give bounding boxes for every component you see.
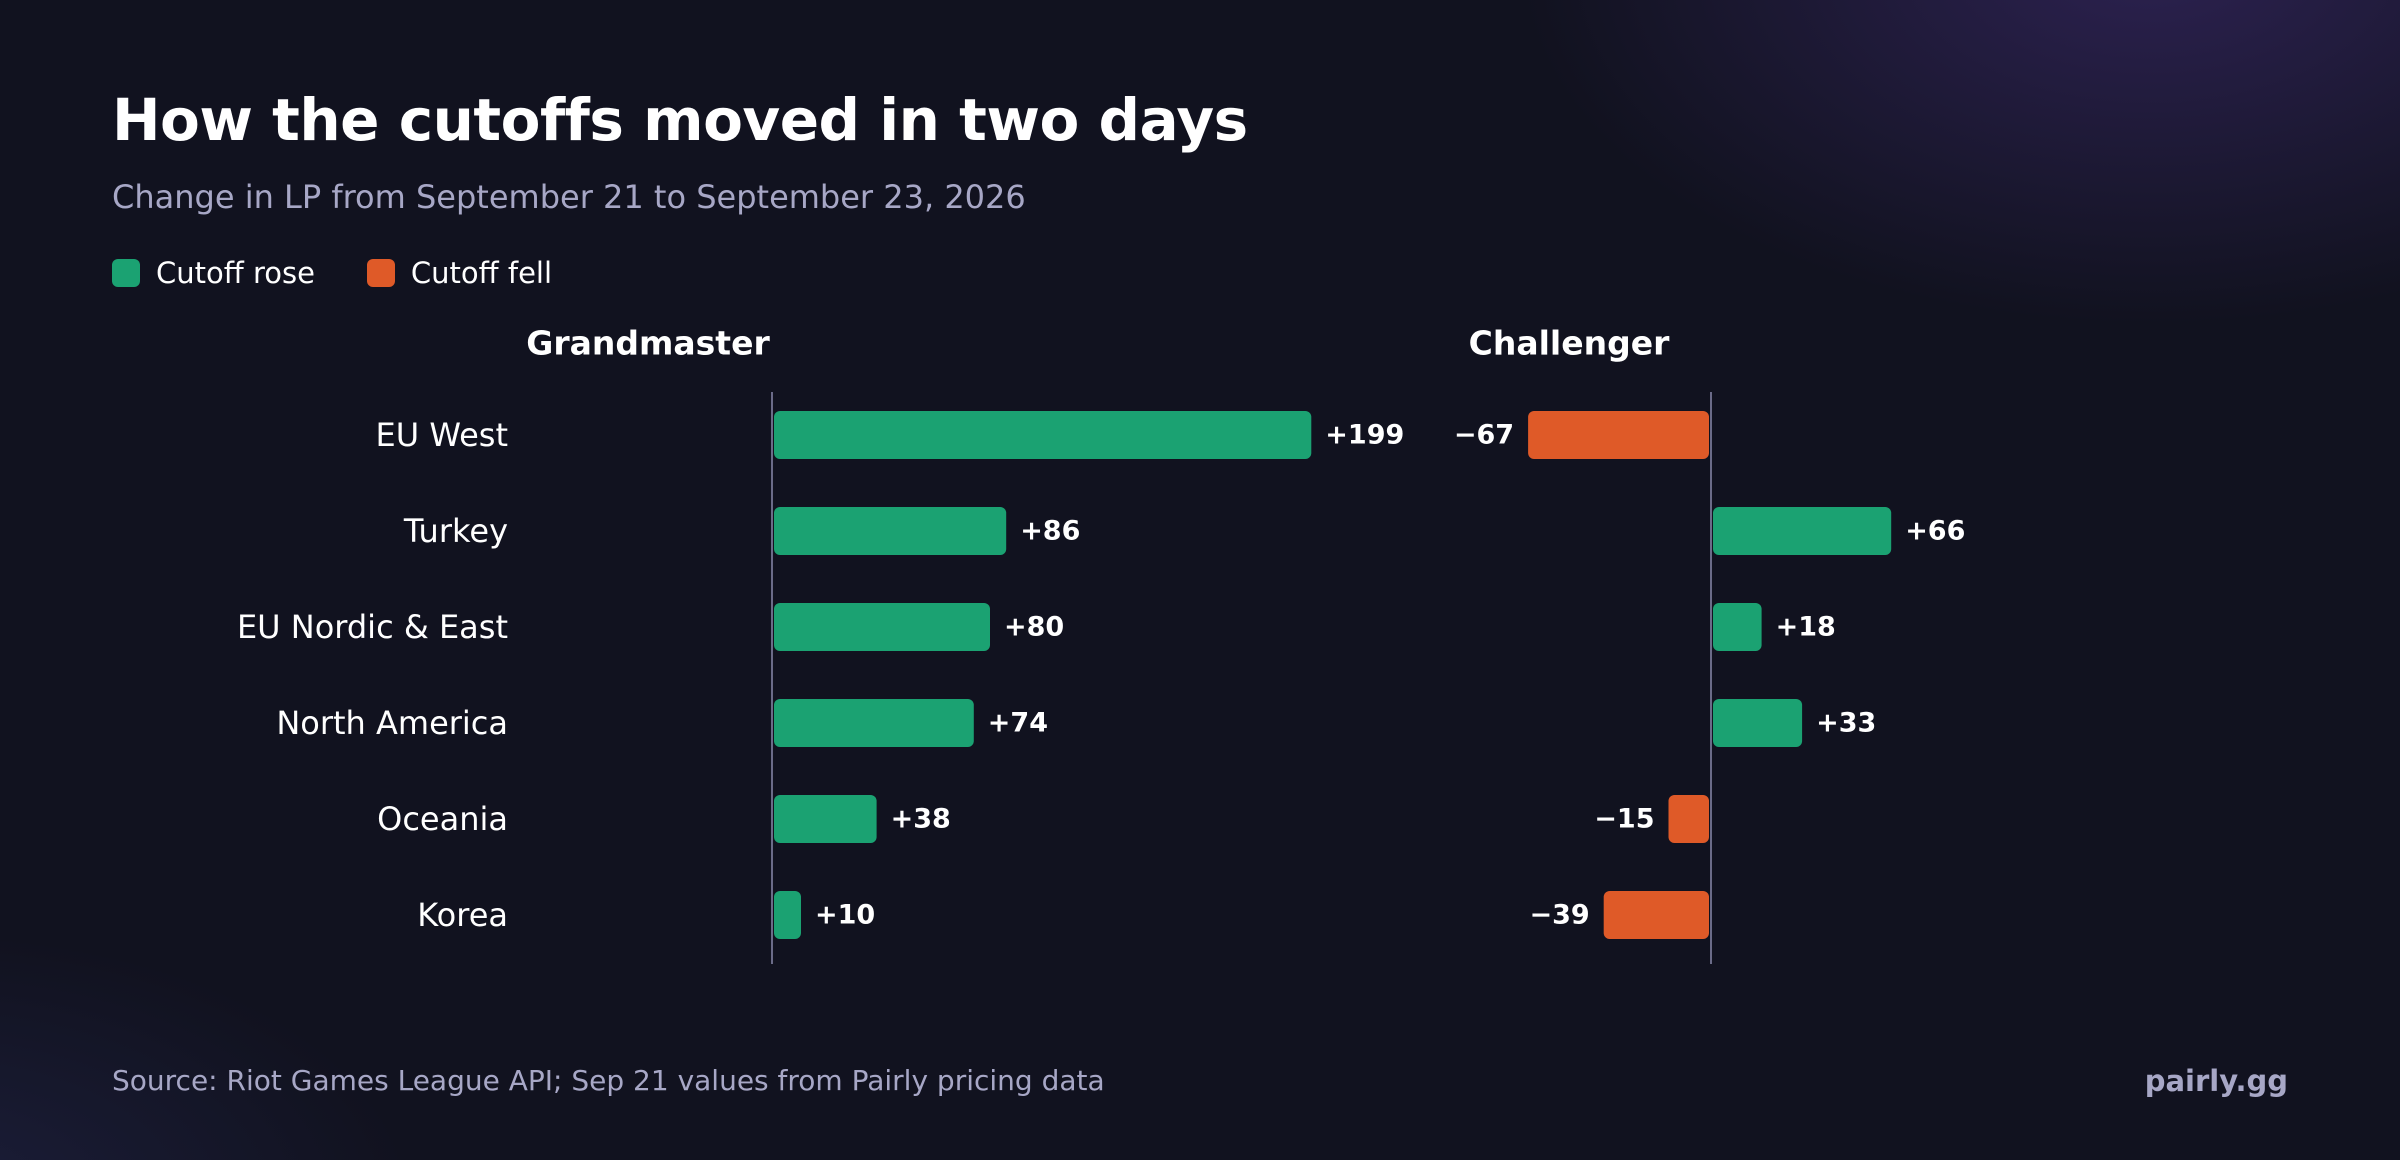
bar-challenger-oceania: [1668, 795, 1709, 843]
legend-item-rose: Cutoff rose: [112, 256, 315, 290]
bar-challenger-korea: [1603, 891, 1709, 939]
chart-subtitle: Change in LP from September 21 to Septem…: [112, 178, 1026, 216]
data-label-grandmaster-eu-nordic-east: +80: [1004, 612, 1064, 643]
data-label-challenger-turkey: +66: [1905, 516, 1965, 547]
bar-challenger-eu-nordic-east: [1713, 603, 1762, 651]
bar-grandmaster-korea: [774, 891, 801, 939]
bar-grandmaster-turkey: [774, 507, 1007, 555]
bar-grandmaster-eu-nordic-east: [774, 603, 990, 651]
bar-grandmaster-oceania: [774, 795, 877, 843]
legend-swatch-rose: [112, 259, 140, 287]
legend-label-fell: Cutoff fell: [410, 256, 553, 290]
data-label-grandmaster-turkey: +86: [1020, 516, 1080, 547]
data-label-grandmaster-oceania: +38: [891, 804, 951, 835]
bar-challenger-north-america: [1713, 699, 1803, 747]
data-label-challenger-oceania: −15: [1594, 804, 1654, 835]
data-label-challenger-korea: −39: [1529, 900, 1589, 931]
data-label-grandmaster-korea: +10: [815, 900, 875, 931]
legend-swatch-fell: [366, 259, 395, 287]
bar-challenger-turkey: [1713, 507, 1892, 555]
category-label-eu-nordic-east: EU Nordic & East: [237, 608, 508, 646]
panel-title-grandmaster: Grandmaster: [526, 324, 770, 363]
category-label-turkey: Turkey: [403, 512, 508, 550]
category-label-oceania: Oceania: [377, 800, 508, 838]
data-label-challenger-eu-west: −67: [1454, 420, 1514, 451]
data-label-grandmaster-eu-west: +199: [1325, 420, 1404, 451]
legend: Cutoff rose Cutoff fell: [112, 256, 552, 290]
bar-grandmaster-north-america: [774, 699, 974, 747]
data-label-grandmaster-north-america: +74: [988, 708, 1048, 739]
data-label-challenger-eu-nordic-east: +18: [1776, 612, 1836, 643]
source-note: Source: Riot Games League API; Sep 21 va…: [112, 1064, 1105, 1097]
category-label-korea: Korea: [417, 896, 508, 934]
category-label-north-america: North America: [276, 704, 508, 742]
bar-challenger-eu-west: [1528, 411, 1709, 459]
chart-title: How the cutoffs moved in two days: [112, 86, 1248, 154]
brand-logo: pairly.gg: [2144, 1064, 2288, 1098]
data-label-challenger-north-america: +33: [1816, 708, 1876, 739]
legend-label-rose: Cutoff rose: [156, 256, 315, 290]
bar-grandmaster-eu-west: [774, 411, 1312, 459]
panel-title-challenger: Challenger: [1469, 324, 1670, 363]
legend-item-fell: Cutoff fell: [366, 256, 553, 290]
category-label-eu-west: EU West: [376, 416, 508, 454]
